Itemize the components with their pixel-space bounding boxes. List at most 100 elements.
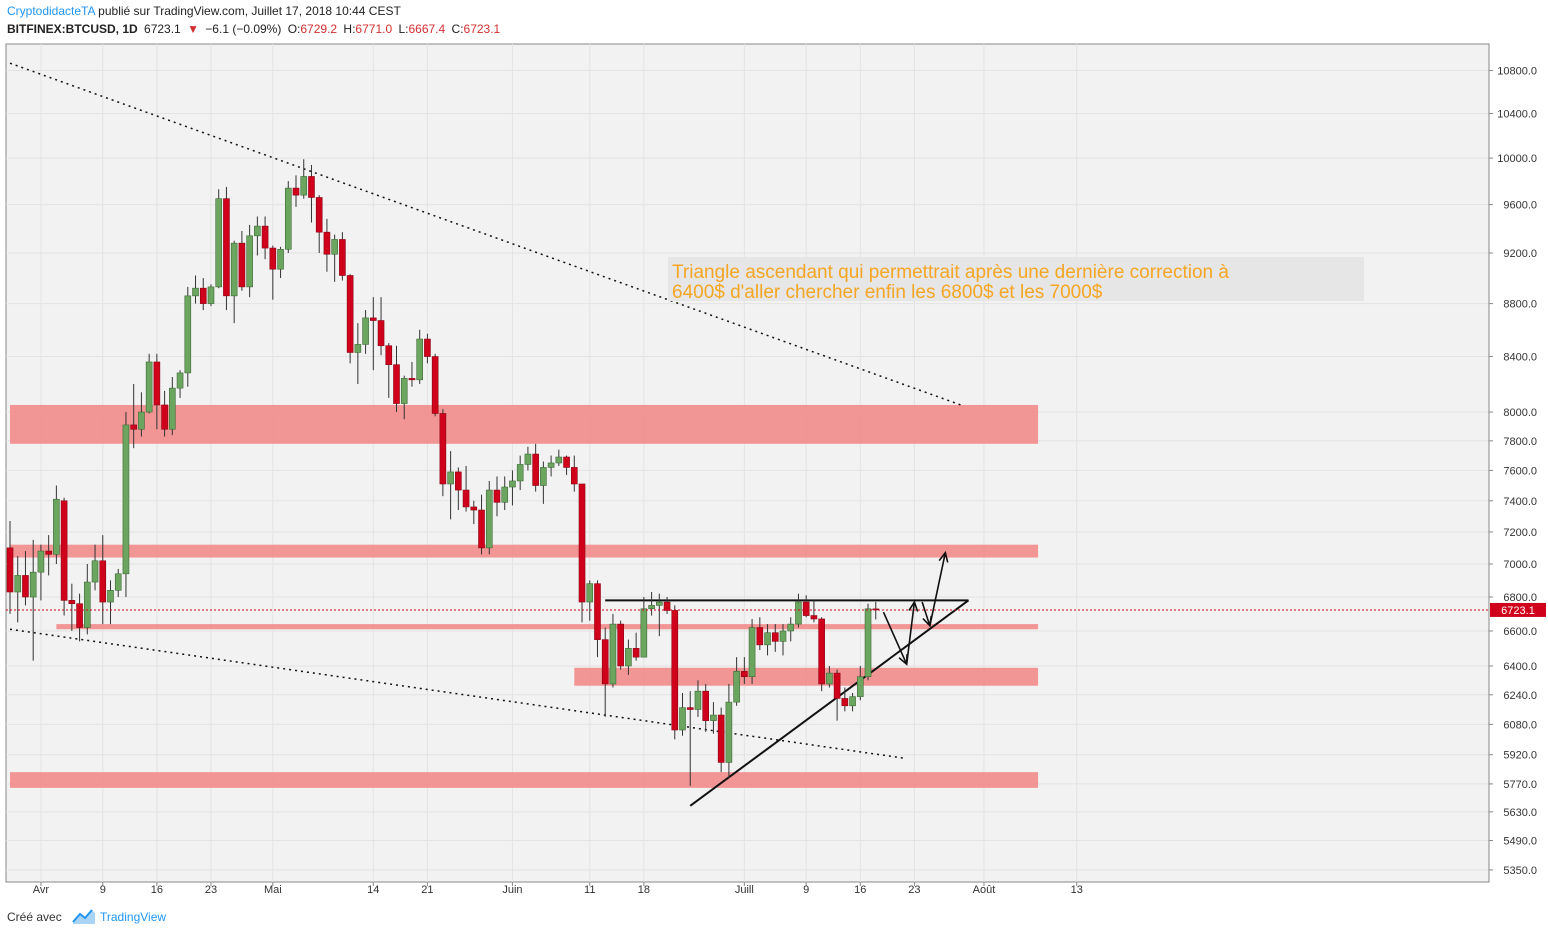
candle-body xyxy=(68,600,76,605)
down-arrow-icon: ▼ xyxy=(187,22,199,36)
candle-body xyxy=(300,176,308,196)
candle-body xyxy=(269,247,277,270)
price-tick-label: 7200.0 xyxy=(1503,527,1537,539)
candle-up xyxy=(300,159,308,199)
tradingview-link[interactable]: TradingView xyxy=(100,910,167,924)
candle-body xyxy=(416,338,423,381)
last-price-tag: 6723.1 xyxy=(1490,602,1546,617)
candle-body xyxy=(315,197,323,233)
low-label: L: xyxy=(398,22,409,36)
candle-down xyxy=(238,230,246,291)
price-tick-label: 5490.0 xyxy=(1503,836,1537,848)
projection-arrow xyxy=(929,550,949,626)
price-tick-label: 7000.0 xyxy=(1503,559,1537,571)
candle-down xyxy=(632,632,640,661)
candle-body xyxy=(493,489,501,503)
candle-body xyxy=(37,550,45,573)
candle-down xyxy=(393,345,400,413)
candle-body xyxy=(756,627,764,646)
time-tick-label: 16 xyxy=(854,884,866,896)
candle-up xyxy=(230,240,238,324)
annotation-line-2: 6400$ d'aller chercher enfin les 6800$ e… xyxy=(672,282,1103,303)
candle-body xyxy=(741,671,748,678)
candle-down xyxy=(6,520,14,614)
author-name[interactable]: CryptodidacteTA xyxy=(7,4,95,18)
candle-down xyxy=(686,691,694,786)
price-tick-label: 5770.0 xyxy=(1503,779,1537,791)
candle-down xyxy=(841,687,849,712)
high-value: 6771.0 xyxy=(355,22,393,36)
created-with: Créé avec xyxy=(7,910,62,924)
candle-down xyxy=(771,624,779,652)
candle-down xyxy=(810,600,818,623)
candle-body xyxy=(625,648,632,667)
candle-body xyxy=(485,489,493,549)
candle-body xyxy=(679,707,686,731)
candle-body xyxy=(400,378,408,404)
symbol-name[interactable]: BITFINEX:BTCUSD, 1D xyxy=(7,22,138,36)
candle-body xyxy=(501,486,509,503)
candle-body xyxy=(570,467,578,485)
candle-down xyxy=(130,383,137,449)
candle-up xyxy=(540,461,547,504)
candle-body xyxy=(563,456,570,468)
time-tick-label: 9 xyxy=(100,884,106,896)
price-tick-label: 8000.0 xyxy=(1503,407,1537,419)
candle-body xyxy=(91,560,99,583)
candle-down xyxy=(315,195,323,254)
candle-up xyxy=(184,286,192,387)
candle-down xyxy=(22,551,29,606)
chart-area[interactable]: 5350.0 5490.0 5630.0 5770.0 5920.0 6080.0 6240… xyxy=(0,40,1548,900)
candle-down xyxy=(802,595,810,618)
price-tick-label: 7800.0 xyxy=(1503,436,1537,448)
candle-body xyxy=(76,603,83,628)
price-tick-label: 9200.0 xyxy=(1503,248,1537,260)
candle-body xyxy=(323,231,331,255)
price-axis[interactable]: 5350.0 5490.0 5630.0 5770.0 5920.0 6080.0 6240… xyxy=(1488,44,1537,882)
candle-up xyxy=(694,680,702,717)
candle-body xyxy=(509,480,516,488)
candle-down xyxy=(532,443,539,492)
plot-background xyxy=(5,43,1490,883)
candle-up xyxy=(509,470,516,506)
candle-body xyxy=(818,618,825,685)
candle-body xyxy=(826,672,833,685)
open-label: O: xyxy=(287,22,301,36)
price-tick-label: 7600.0 xyxy=(1503,465,1537,477)
candle-body xyxy=(284,187,292,250)
price-change: −6.1 (−0.09%) xyxy=(205,22,282,36)
time-tick-label: 23 xyxy=(205,884,217,896)
arrow-shaft xyxy=(882,611,908,665)
candle-body xyxy=(339,239,346,276)
candle-up xyxy=(29,539,37,661)
candle-body xyxy=(694,690,702,710)
candle-body xyxy=(764,632,771,646)
price-tick-label: 6400.0 xyxy=(1503,661,1537,673)
candles xyxy=(6,159,880,786)
candle-body xyxy=(230,242,238,297)
candle-body xyxy=(702,690,710,721)
candle-body xyxy=(169,387,176,430)
candle-body xyxy=(810,615,818,620)
close-label: C: xyxy=(451,22,464,36)
candle-body xyxy=(532,453,539,486)
candle-down xyxy=(671,605,679,740)
candle-body xyxy=(663,601,671,611)
annotation-box[interactable]: Triangle ascendant qui permettrait après… xyxy=(668,257,1364,303)
tradingview-logo-icon[interactable] xyxy=(72,907,96,925)
time-axis[interactable]: Avr 9 16 23 Mai 14 21 Juin 11 18 Juill 9 16 23 Août 13 xyxy=(33,882,1083,896)
candle-up xyxy=(779,624,787,656)
projection-arrows xyxy=(882,550,949,666)
candle-body xyxy=(833,672,841,699)
time-tick-label: 18 xyxy=(638,884,650,896)
candle-up xyxy=(84,564,91,635)
candlestick-chart[interactable]: 5350.0 5490.0 5630.0 5770.0 5920.0 6080.0 6240… xyxy=(0,40,1548,900)
price-tick-label: 6600.0 xyxy=(1503,626,1537,638)
candle-up xyxy=(516,455,524,491)
candle-body xyxy=(640,608,648,658)
time-tick-label: Juill xyxy=(735,884,754,896)
candle-body xyxy=(795,601,802,625)
candle-body xyxy=(802,601,810,616)
candle-up xyxy=(826,665,833,688)
candle-down xyxy=(308,164,315,223)
